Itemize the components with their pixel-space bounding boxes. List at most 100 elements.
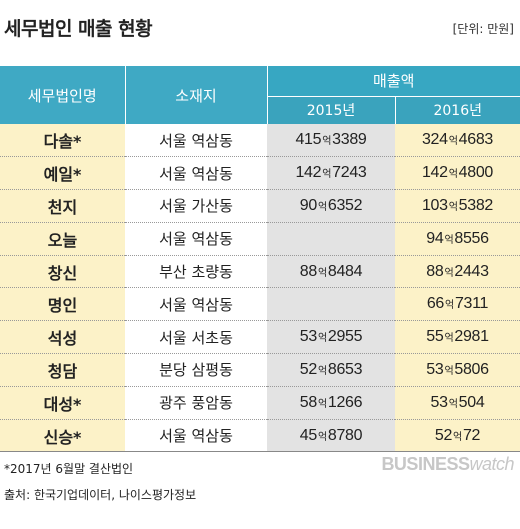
header-firm-name: 세무법인명 (0, 66, 125, 124)
sales-table: 세무법인명 소재지 매출액 2015년 2016년 다솔* 서울 역삼동 415억3… (0, 66, 520, 453)
firm-name-cell: 다솔* (0, 124, 125, 158)
sales-2016-cell: 55억2981 (395, 320, 520, 355)
value-eok: 53 (299, 328, 318, 346)
sales-2016-cell: 53억504 (395, 386, 520, 420)
firm-name-cell: 천지 (0, 189, 125, 223)
sales-2015-cell: 88억8484 (267, 255, 395, 289)
value-man: 7243 (332, 164, 367, 182)
sales-2016-cell: 66억7311 (395, 287, 520, 322)
eok-unit: 억 (317, 201, 327, 213)
eok-unit: 억 (444, 333, 454, 345)
eok-unit: 억 (322, 169, 332, 181)
firm-name-cell: 명인 (0, 287, 125, 322)
table-row: 명인 서울 역삼동 66억7311 (0, 287, 520, 322)
value-eok: 103 (421, 196, 448, 214)
value-man: 7311 (454, 295, 489, 313)
firm-name-cell: 창신 (0, 255, 125, 289)
value-man: 5806 (454, 360, 489, 378)
sales-2015-cell: 58억1266 (267, 386, 395, 420)
firm-name-cell: 신승* (0, 419, 125, 453)
eok-unit: 억 (317, 431, 327, 443)
unit-label: [단위: 만원] (452, 22, 514, 36)
value-man: 8653 (327, 360, 363, 378)
eok-unit: 억 (453, 431, 462, 443)
value-eok: 415 (295, 131, 322, 149)
value-eok: 58 (299, 393, 318, 411)
sales-2016-cell: 142억4800 (395, 156, 520, 191)
value-eok: 55 (426, 328, 444, 346)
table-row: 창신 부산 초량동 88억8484 88억2443 (0, 255, 520, 289)
firm-name-cell: 석성 (0, 320, 125, 355)
logo-light: watch (469, 454, 514, 474)
value-eok: 88 (299, 262, 318, 280)
header-year-2016: 2016년 (394, 95, 520, 124)
value-eok: 88 (426, 262, 444, 280)
source-note: 출처: 한국기업데이터, 나이스평가정보 (4, 488, 197, 502)
location-cell: 서울 역삼동 (125, 287, 267, 322)
sales-2016-cell: 324억4683 (395, 124, 520, 158)
eok-unit: 억 (444, 234, 454, 246)
table-body: 다솔* 서울 역삼동 415억3389 324억4683 예일* 서울 역삼동 142억72… (0, 124, 520, 453)
value-man: 2955 (327, 328, 363, 346)
table-row: 신승* 서울 역삼동 45억8780 52억72 (0, 419, 520, 453)
location-cell: 서울 가산동 (125, 189, 267, 223)
eok-unit: 억 (448, 136, 458, 148)
location-cell: 서울 역삼동 (125, 156, 267, 191)
location-cell: 서울 역삼동 (125, 222, 267, 256)
footnote: *2017년 6월말 결산법인 (4, 462, 134, 476)
eok-unit: 억 (317, 365, 327, 377)
table-row: 대성* 광주 풍암동 58억1266 53억504 (0, 386, 520, 420)
value-man: 8484 (327, 262, 363, 280)
value-eok: 66 (426, 295, 445, 313)
value-man: 2981 (454, 328, 489, 346)
value-man: 5382 (458, 196, 494, 214)
value-eok: 53 (430, 393, 449, 411)
value-eok: 52 (434, 426, 453, 444)
value-man: 504 (458, 393, 485, 411)
value-eok: 52 (299, 360, 318, 378)
value-eok: 94 (426, 229, 444, 247)
location-cell: 서울 역삼동 (125, 419, 267, 453)
table-row: 청담 분당 삼평동 52억8653 53억5806 (0, 353, 520, 387)
sales-2016-cell: 52억72 (395, 419, 520, 453)
sales-2015-cell: 142억7243 (267, 156, 395, 191)
logo-bold: BUSINESS (381, 454, 470, 474)
sales-2016-cell: 94억8556 (395, 222, 520, 256)
value-man: 1266 (327, 393, 363, 411)
eok-unit: 억 (444, 365, 454, 377)
value-eok: 142 (295, 164, 322, 182)
value-eok: 53 (426, 360, 444, 378)
sales-2015-cell: 45억8780 (267, 419, 395, 453)
sales-2016-cell: 103억5382 (395, 189, 520, 223)
value-eok: 90 (299, 196, 318, 214)
value-man: 72 (462, 426, 481, 444)
location-cell: 서울 서초동 (125, 320, 267, 355)
value-man: 2443 (454, 262, 489, 280)
header-location: 소재지 (124, 66, 267, 124)
table-row: 천지 서울 가산동 90억6352 103억5382 (0, 189, 520, 223)
location-cell: 분당 삼평동 (125, 353, 267, 387)
eok-unit: 억 (317, 267, 327, 279)
value-eok: 45 (299, 426, 318, 444)
eok-unit: 억 (322, 136, 332, 148)
value-man: 4683 (458, 131, 494, 149)
firm-name-cell: 예일* (0, 156, 125, 191)
firm-name-cell: 오늘 (0, 222, 125, 256)
eok-unit: 억 (448, 398, 458, 410)
eok-unit: 억 (317, 398, 327, 410)
eok-unit: 억 (444, 267, 454, 279)
sales-2015-cell (267, 222, 395, 256)
sales-2016-cell: 88억2443 (395, 255, 520, 289)
firm-name-cell: 대성* (0, 386, 125, 420)
table-row: 석성 서울 서초동 53억2955 55억2981 (0, 320, 520, 355)
location-cell: 부산 초량동 (125, 255, 267, 289)
sales-2015-cell: 415억3389 (267, 124, 395, 158)
eok-unit: 억 (448, 201, 458, 213)
value-eok: 324 (421, 131, 448, 149)
sales-2015-cell (267, 287, 395, 322)
sales-2015-cell: 52억8653 (267, 353, 395, 387)
page-title: 세무법인 매출 현황 (4, 18, 153, 40)
header-year-2015: 2015년 (266, 95, 395, 124)
table-row: 다솔* 서울 역삼동 415억3389 324억4683 (0, 124, 520, 158)
eok-unit: 억 (317, 333, 327, 345)
